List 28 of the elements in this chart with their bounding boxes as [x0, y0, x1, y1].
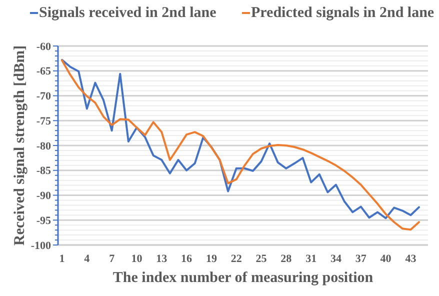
- y-tick-label: -75: [36, 115, 52, 128]
- x-tick-label: 28: [280, 253, 292, 265]
- y-tick-label: -95: [36, 214, 52, 227]
- x-tick-label: 34: [330, 253, 342, 265]
- x-tick-label: 40: [380, 253, 392, 265]
- x-tick-label: 4: [84, 253, 90, 265]
- y-tick-label: -80: [36, 140, 52, 152]
- y-tick-label: -85: [36, 165, 52, 178]
- x-tick-label: 37: [355, 253, 367, 265]
- y-tick-label: -100: [30, 240, 52, 252]
- x-tick-label: 13: [156, 253, 168, 265]
- x-tick-label: 31: [306, 253, 317, 265]
- legend-label: Signals received in 2nd lane: [39, 5, 217, 21]
- y-tick-label: -70: [36, 90, 52, 103]
- x-tick-label: 25: [256, 253, 268, 265]
- y-tick-label: -90: [36, 190, 52, 202]
- x-tick-label: 1: [59, 253, 65, 265]
- y-tick-label: -60: [36, 40, 52, 53]
- x-tick-label: 10: [131, 253, 143, 265]
- x-tick-label: 22: [230, 253, 242, 265]
- x-tick-label: 19: [206, 253, 218, 265]
- x-axis-title: The index number of measuring position: [112, 270, 374, 286]
- y-tick-label: -65: [36, 66, 52, 78]
- x-tick-label: 43: [405, 253, 417, 265]
- x-tick-label: 7: [109, 253, 116, 265]
- x-tick-label: 16: [181, 253, 193, 265]
- legend-label: Predicted signals in 2nd lane: [251, 5, 434, 21]
- y-axis-title: Received signal strength [dBm]: [12, 45, 28, 246]
